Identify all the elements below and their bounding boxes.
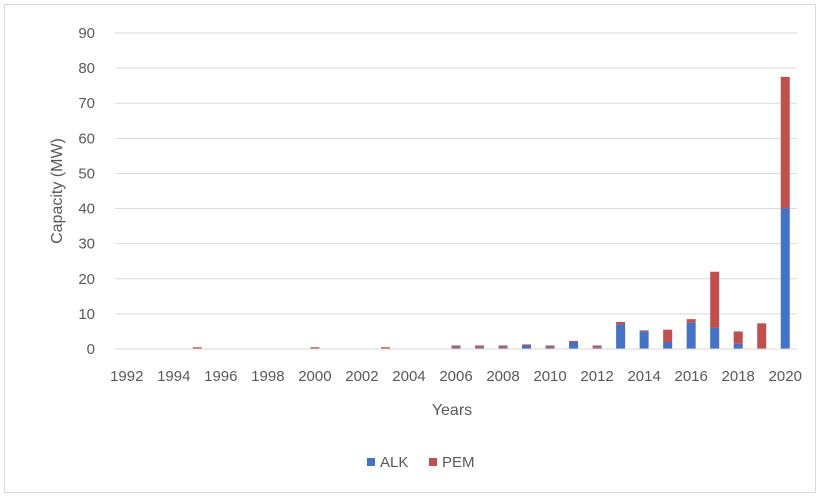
legend-swatch-pem	[429, 458, 437, 466]
chart-frame: 0 10 20 30 40 50 60 70 80 90 1992 1994 1996 1998 2000…	[4, 4, 816, 493]
bar-pem-2018	[733, 331, 743, 344]
bar-pem-2010	[545, 345, 555, 348]
x-tick-label: 2016	[674, 368, 707, 385]
legend-label-alk: ALK	[380, 454, 408, 471]
x-tick-label: 2006	[439, 368, 472, 385]
bar-alk-2016	[686, 322, 696, 349]
bar-pem-2011	[569, 340, 579, 342]
legend-swatch-alk	[367, 458, 375, 466]
bar-alk-2011	[569, 341, 579, 349]
y-tick-label: 60	[78, 130, 95, 147]
bar-alk-2007	[475, 347, 485, 349]
bar-alk-2018	[733, 343, 743, 349]
bar-alk-2017	[710, 327, 720, 349]
bar-alk-2010	[545, 347, 555, 349]
y-axis-title: Capacity (MW)	[49, 138, 66, 244]
bar-pem-2009	[522, 344, 532, 346]
y-tick-label: 40	[78, 201, 95, 218]
bar-alk-2015	[663, 341, 673, 349]
x-tick-label: 2012	[580, 368, 613, 385]
y-tick-label: 0	[87, 341, 95, 358]
x-tick-label: 2014	[627, 368, 660, 385]
bar-alk-2012	[592, 347, 602, 349]
y-tick-label: 90	[78, 25, 95, 42]
bar-alk-2009	[522, 345, 532, 349]
x-tick-label: 1992	[110, 368, 143, 385]
bar-pem-2019	[757, 323, 767, 349]
legend-label-pem: PEM	[442, 454, 475, 471]
y-tick-label: 30	[78, 236, 95, 253]
y-tick-label: 70	[78, 95, 95, 112]
legend: ALK PEM	[367, 454, 475, 471]
bar-alk-2006	[451, 347, 461, 349]
x-axis-title: Years	[432, 402, 472, 419]
y-tick-label: 80	[78, 60, 95, 77]
x-tick-label: 2018	[722, 368, 755, 385]
bar-pem-2020	[780, 76, 790, 209]
bar-pem-2015	[663, 329, 673, 342]
bar-pem-2006	[451, 345, 461, 348]
x-tick-label: 2000	[298, 368, 331, 385]
bar-pem-2016	[686, 319, 696, 323]
bar-pem-2007	[475, 345, 485, 348]
x-tick-label: 2002	[345, 368, 378, 385]
x-tick-label: 1996	[204, 368, 237, 385]
bar-alk-2013	[616, 324, 626, 349]
bar-pem-2012	[592, 345, 602, 348]
x-tick-label: 1998	[251, 368, 284, 385]
x-tick-label: 2020	[769, 368, 802, 385]
bar-pem-2014	[639, 330, 649, 332]
capacity-chart: 0 10 20 30 40 50 60 70 80 90 1992 1994 1996 1998 2000…	[49, 25, 802, 471]
y-tick-labels: 0 10 20 30 40 50 60 70 80 90	[78, 25, 95, 358]
bar-pem-2017	[710, 271, 720, 328]
bar-alk-2008	[498, 347, 508, 349]
bar-pem-2013	[616, 321, 626, 325]
x-tick-label: 2010	[533, 368, 566, 385]
gridlines	[115, 32, 797, 315]
bar-alk-2020	[780, 208, 790, 349]
y-tick-label: 50	[78, 165, 95, 182]
x-tick-label: 2004	[392, 368, 425, 385]
x-tick-label: 1994	[157, 368, 190, 385]
bars	[192, 76, 790, 349]
bar-alk-2014	[639, 331, 649, 349]
y-tick-label: 20	[78, 271, 95, 288]
bar-pem-2008	[498, 345, 508, 348]
bar-pem-2003	[380, 347, 390, 349]
bar-pem-2000	[310, 347, 320, 349]
y-tick-label: 10	[78, 306, 95, 323]
x-tick-label: 2008	[486, 368, 519, 385]
x-tick-labels: 1992 1994 1996 1998 2000 2002 2004 2006 2008 2010…	[110, 368, 802, 385]
bar-pem-1995	[192, 347, 202, 349]
